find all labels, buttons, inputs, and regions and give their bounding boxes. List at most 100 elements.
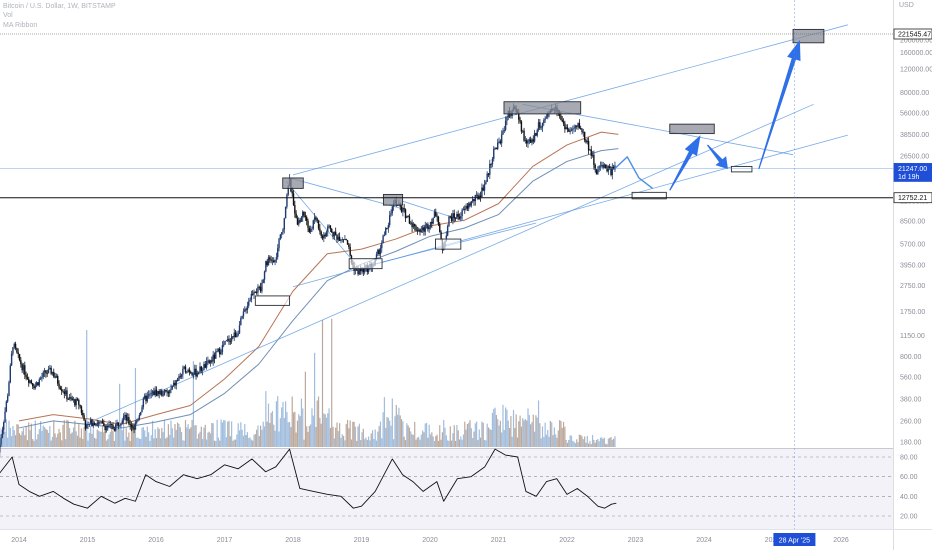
volume-bar	[91, 434, 92, 447]
volume-bar	[448, 441, 449, 447]
candle-body	[54, 377, 55, 378]
candle-body	[349, 247, 350, 256]
candle-body	[122, 420, 123, 423]
volume-bar	[268, 404, 269, 447]
volume-bar	[218, 438, 219, 447]
volume-bar	[367, 440, 368, 447]
price-tag-label: 21247.00	[898, 166, 927, 173]
volume-bar	[228, 421, 229, 447]
volume-bar	[543, 437, 544, 447]
candle-body	[180, 376, 181, 377]
volume-bar	[111, 428, 112, 447]
candle-body	[380, 248, 381, 254]
candle-body	[489, 164, 490, 175]
candle-body	[143, 399, 144, 408]
volume-bar	[10, 428, 11, 447]
volume-bar	[195, 425, 196, 447]
volume-bar	[381, 438, 382, 447]
candle-body	[334, 232, 335, 237]
annotation-box	[255, 296, 289, 305]
volume-bar	[335, 428, 336, 447]
candle-body	[539, 122, 540, 127]
volume-bar	[68, 421, 69, 447]
volume-bar	[261, 430, 262, 447]
candle-body	[295, 214, 296, 218]
price-tag-label: 12752.21	[898, 195, 927, 202]
volume-bar	[472, 438, 473, 447]
volume-bar	[16, 424, 17, 447]
candle-body	[215, 352, 216, 359]
volume-bar	[608, 439, 609, 447]
volume-bar	[45, 429, 46, 447]
candle-body	[248, 302, 249, 306]
candle-body	[534, 133, 535, 141]
candle-body	[343, 239, 344, 240]
volume-bar	[354, 422, 355, 447]
x-tick-label: 2024	[696, 537, 712, 544]
candle-body	[326, 232, 327, 237]
volume-bar	[583, 439, 584, 447]
volume-bar	[506, 410, 507, 447]
volume-bar	[359, 424, 360, 447]
volume-bar	[130, 441, 131, 447]
date-tag-label: 28 Apr '25	[779, 538, 810, 545]
volume-bar	[460, 436, 461, 447]
volume-bar	[112, 431, 113, 447]
x-tick-label: 2020	[422, 537, 438, 544]
candle-body	[448, 217, 449, 227]
candle-body	[572, 129, 573, 130]
volume-bar	[213, 423, 214, 447]
candle-body	[147, 395, 148, 401]
candle-body	[501, 135, 502, 144]
volume-bar	[41, 431, 42, 447]
price-tick-label: 38500.00	[900, 132, 929, 139]
volume-bar	[11, 436, 12, 447]
volume-bar	[110, 432, 111, 447]
volume-bar	[105, 434, 106, 447]
volume-bar	[215, 441, 216, 447]
vol-legend: Vol	[3, 11, 13, 20]
candle-body	[600, 166, 601, 167]
volume-bar	[397, 415, 398, 447]
candle-body	[93, 423, 94, 426]
candle-body	[403, 208, 404, 209]
volume-bar	[120, 428, 121, 447]
candle-body	[434, 212, 435, 218]
volume-bar	[343, 436, 344, 447]
candle-body	[144, 396, 145, 399]
volume-bar	[321, 424, 322, 447]
candle-body	[576, 126, 577, 127]
volume-bar	[255, 434, 256, 447]
volume-bar	[498, 426, 499, 447]
volume-bar	[327, 413, 328, 447]
volume-bar	[7, 438, 8, 447]
volume-bar	[56, 437, 57, 447]
candle-body	[219, 349, 220, 355]
volume-bar	[411, 434, 412, 447]
volume-bar	[414, 422, 415, 447]
volume-bar	[305, 372, 306, 447]
volume-bar	[290, 427, 291, 447]
candle-body	[10, 365, 11, 382]
candle-body	[452, 213, 453, 221]
annotation-box	[435, 239, 460, 249]
volume-bar	[124, 441, 125, 447]
annotation-box	[731, 166, 752, 171]
volume-bar	[336, 422, 337, 447]
volume-bar	[159, 429, 160, 447]
candle-body	[427, 224, 428, 229]
volume-bar	[170, 421, 171, 447]
volume-bar	[435, 436, 436, 447]
candle-body	[214, 355, 215, 359]
candle-body	[107, 426, 108, 427]
x-tick-label: 2026	[833, 537, 849, 544]
candle-body	[388, 225, 389, 228]
candle-body	[319, 228, 320, 231]
volume-bar	[83, 427, 84, 447]
candle-body	[244, 309, 245, 311]
volume-bar	[271, 413, 272, 447]
candle-body	[224, 341, 225, 345]
volume-bar	[462, 440, 463, 447]
